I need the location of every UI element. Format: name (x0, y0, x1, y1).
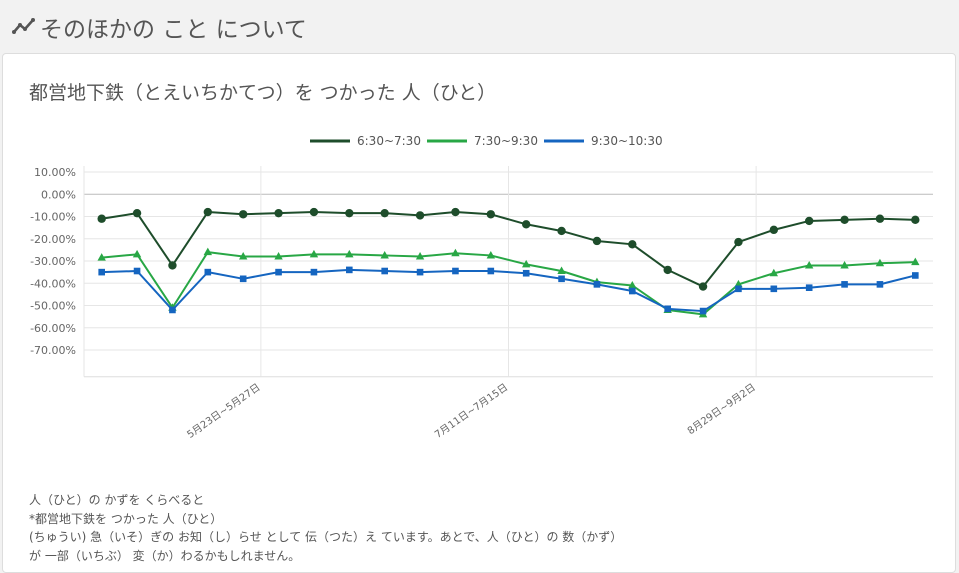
y-tick-label: -40.00% (30, 277, 76, 290)
data-point (734, 279, 743, 288)
footnote-line: 人（ひと）の かずを くらべると (29, 493, 205, 507)
legend-label: 7:30~9:30 (474, 134, 538, 148)
y-tick-label: -70.00% (30, 344, 76, 357)
y-tick-label: -60.00% (30, 322, 76, 335)
data-point (309, 249, 319, 258)
data-point (521, 220, 531, 229)
data-point (451, 248, 460, 257)
line-chart: 10.00% 0.00% -10.00% -20.00% -30.00% -40.00% -… (30, 134, 933, 441)
data-point (346, 266, 353, 274)
x-tick-label: 5月23日~5月27日 (185, 381, 263, 440)
data-point (452, 267, 459, 275)
data-point (345, 208, 354, 218)
data-point (381, 267, 388, 275)
data-point (593, 281, 601, 288)
data-point (98, 268, 105, 276)
y-tick-label: -50.00% (30, 300, 76, 313)
series-line (101, 251, 916, 316)
footnote-line: (ちゅうい) 急（いそ）ぎの お知（し）らせ として 伝（つた）え ています。あ… (29, 530, 623, 544)
series-line (101, 211, 916, 288)
data-point (97, 214, 106, 223)
data-point (663, 265, 672, 275)
footnote: 人（ひと）の かずを くらべると *都営地下鉄を つかった 人（ひと） (ちゅう… (29, 491, 622, 565)
data-point (840, 260, 849, 269)
data-point (380, 250, 389, 259)
data-point (522, 269, 530, 277)
data-point (451, 207, 460, 217)
series-line (101, 268, 916, 313)
data-point (770, 285, 778, 293)
data-point (911, 257, 920, 266)
data-point (734, 237, 743, 247)
y-tick-label: -30.00% (30, 255, 76, 268)
data-point (168, 261, 177, 270)
data-point (169, 306, 176, 314)
data-point (486, 250, 496, 259)
y-tick-label: 0.00% (41, 188, 76, 201)
data-point (521, 259, 531, 268)
data-point (664, 305, 671, 313)
data-point (628, 280, 637, 289)
data-point (735, 285, 742, 293)
data-point (592, 236, 602, 246)
data-point (769, 268, 779, 277)
data-point (487, 267, 495, 275)
x-tick-label: 8月29日~9月2日 (685, 381, 758, 437)
data-point (875, 258, 885, 267)
page-title: そのほかの こと について (40, 17, 307, 43)
data-point (239, 275, 247, 283)
data-point (274, 208, 283, 218)
data-point (345, 249, 354, 258)
data-point (133, 267, 141, 275)
legend-label: 6:30~7:30 (357, 134, 421, 148)
line-chart-icon (12, 18, 35, 34)
data-point (804, 216, 814, 226)
data-point (876, 281, 884, 288)
data-point (557, 226, 566, 236)
data-point (274, 252, 283, 260)
chart-card: 都営地下鉄（とえいちかてつ）を つかった 人（ひと） 10.00% 0.00% -1… (2, 53, 956, 573)
footnote-line: *都営地下鉄を つかった 人（ひと） (29, 511, 223, 526)
y-tick-label: -20.00% (30, 233, 76, 246)
data-point (628, 240, 637, 249)
y-tick-label: 10.00% (34, 166, 76, 179)
data-point (132, 249, 142, 258)
data-point (840, 215, 849, 225)
data-point (203, 207, 213, 217)
footnote-line: が 一部（いちぶ） 変（か）わるかもしれません。 (29, 548, 301, 563)
data-point (699, 307, 707, 315)
y-tick-label: -10.00% (30, 211, 76, 224)
data-point (557, 266, 566, 275)
data-point (805, 284, 813, 291)
data-point (204, 268, 212, 276)
data-point (275, 268, 282, 276)
data-point (558, 275, 565, 283)
data-point (841, 281, 848, 288)
page-header: そのほかの こと について (0, 0, 959, 50)
data-point (238, 252, 248, 260)
legend-label: 9:30~10:30 (591, 134, 663, 148)
data-point (310, 268, 318, 276)
data-point (804, 260, 814, 269)
data-point (132, 208, 142, 218)
data-point (769, 225, 779, 235)
data-point (415, 252, 425, 260)
data-point (698, 282, 708, 291)
x-tick-label: 7月11日~7月15日 (432, 381, 510, 440)
data-point (380, 208, 389, 218)
data-point (629, 287, 636, 295)
data-point (911, 215, 920, 225)
data-point (415, 211, 425, 220)
data-point (875, 214, 885, 223)
data-point (238, 210, 248, 219)
data-point (309, 207, 319, 217)
data-point (912, 272, 919, 279)
chart-title: 都営地下鉄（とえいちかてつ）を つかった 人（ひと） (29, 82, 497, 104)
data-point (203, 247, 213, 256)
data-point (416, 268, 424, 276)
data-point (97, 253, 106, 261)
data-point (486, 210, 496, 219)
